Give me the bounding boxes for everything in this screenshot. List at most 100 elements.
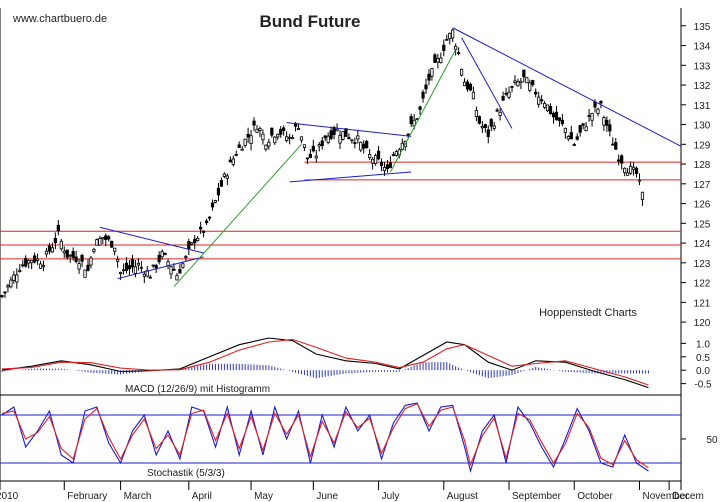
price-candle-body xyxy=(545,104,550,111)
price-candle-body xyxy=(276,133,280,138)
price-candle-body xyxy=(584,126,588,132)
price-candle-body xyxy=(495,109,499,112)
price-candle-body xyxy=(273,136,277,144)
price-candle-body xyxy=(92,248,96,253)
price-candle-body xyxy=(279,128,283,135)
price-candle-body xyxy=(430,68,434,77)
price-candle-body xyxy=(175,275,179,281)
price-candle-body xyxy=(38,263,43,269)
macd-lines xyxy=(1,337,649,389)
price-candle-body xyxy=(421,91,425,99)
price-candle-body xyxy=(477,116,481,124)
price-tick-label: 121 xyxy=(694,298,711,309)
macd-tick-label: -0.5 xyxy=(694,380,712,391)
price-candle-body xyxy=(282,127,286,131)
price-candle-body xyxy=(127,265,132,270)
price-candle-body xyxy=(498,111,502,116)
price-candle-body xyxy=(237,144,241,148)
price-candle-body xyxy=(193,238,197,244)
price-candle-body xyxy=(418,106,422,110)
price-candle-body xyxy=(634,167,639,174)
price-candle-body xyxy=(554,111,559,121)
price-candle-body xyxy=(516,81,520,87)
price-candle-body xyxy=(602,117,606,126)
price-candle-body xyxy=(59,240,63,250)
price-candle-body xyxy=(368,154,372,159)
price-candle-body xyxy=(12,274,16,281)
price-candle-body xyxy=(234,154,238,156)
credit-label: Hoppenstedt Charts xyxy=(539,307,637,319)
price-candle-body xyxy=(83,269,87,278)
price-candle-body xyxy=(459,68,464,76)
stochastic-panel: 50 Stochastik (5/3/3) xyxy=(0,402,718,482)
price-candle-body xyxy=(187,240,191,249)
price-candle-body xyxy=(537,96,541,105)
macd-tick-label: 0.0 xyxy=(696,366,710,377)
price-candle-body xyxy=(261,133,265,141)
stochastic-k-line xyxy=(1,402,649,474)
price-candle-body xyxy=(121,269,126,272)
price-candle-body xyxy=(264,144,268,150)
price-tick-label: 120 xyxy=(694,318,711,329)
price-candle-body xyxy=(50,247,55,253)
price-candle-body xyxy=(454,45,458,50)
price-candle-body xyxy=(62,250,66,254)
price-candle-body xyxy=(6,285,10,288)
price-candle-body xyxy=(290,137,295,140)
price-candle-body xyxy=(373,155,378,164)
price-candle-body xyxy=(255,128,259,133)
price-candle-body xyxy=(74,256,78,262)
price-tick-label: 130 xyxy=(694,121,711,132)
price-candle-body xyxy=(53,237,57,243)
price-candle-body xyxy=(365,140,369,148)
price-candle-body xyxy=(216,187,221,196)
price-candle-body xyxy=(468,83,473,91)
price-candle-body xyxy=(317,144,321,147)
price-candle-body xyxy=(314,155,318,159)
price-candle-body xyxy=(231,158,235,165)
month-label: 2010 xyxy=(0,491,19,502)
blue-trend-line xyxy=(289,171,412,183)
blue-trend-line xyxy=(452,27,682,147)
macd-line xyxy=(1,337,649,389)
stochastic-lines xyxy=(1,402,649,474)
price-candle-body xyxy=(347,137,351,140)
price-candle-body xyxy=(356,135,360,140)
price-candle-body xyxy=(139,266,143,269)
macd-panel: 1.0 0.5 0.0 -0.5 MACD (12/26/9) mit Histogr… xyxy=(0,337,712,396)
price-candle-body xyxy=(543,103,547,108)
price-candle-body xyxy=(157,254,161,263)
price-tick-label: 128 xyxy=(694,160,711,171)
price-candle-body xyxy=(590,112,594,121)
macd-axis-ticks: 1.0 0.5 0.0 -0.5 xyxy=(681,339,712,391)
price-candle-body xyxy=(507,91,511,98)
price-candle-body xyxy=(219,180,224,187)
price-candle-body xyxy=(623,167,627,174)
month-label: April xyxy=(192,491,212,502)
price-candle-body xyxy=(563,127,567,134)
price-candle-body xyxy=(587,115,591,118)
price-candle-body xyxy=(258,128,262,131)
price-candle-body xyxy=(296,128,301,130)
price-candle-body xyxy=(519,80,523,84)
price-candle-body xyxy=(528,82,532,91)
price-candle-body xyxy=(436,58,440,63)
price-candle-body xyxy=(566,136,570,140)
price-candle-body xyxy=(445,38,449,41)
price-candle-body xyxy=(320,140,324,146)
price-candle-body xyxy=(483,124,487,128)
month-label: October xyxy=(577,491,613,502)
macd-tick-label: 0.5 xyxy=(696,353,710,364)
price-candle-body xyxy=(243,138,247,146)
price-candle-body xyxy=(359,141,363,151)
price-candle-body xyxy=(288,136,292,139)
price-candle-body xyxy=(626,172,630,176)
price-candle-body xyxy=(169,266,173,275)
green-trend-line xyxy=(173,143,302,287)
price-candle-body xyxy=(30,259,34,264)
month-label: July xyxy=(382,491,400,502)
blue-trend-line xyxy=(286,122,412,137)
price-candle-body xyxy=(89,257,93,266)
